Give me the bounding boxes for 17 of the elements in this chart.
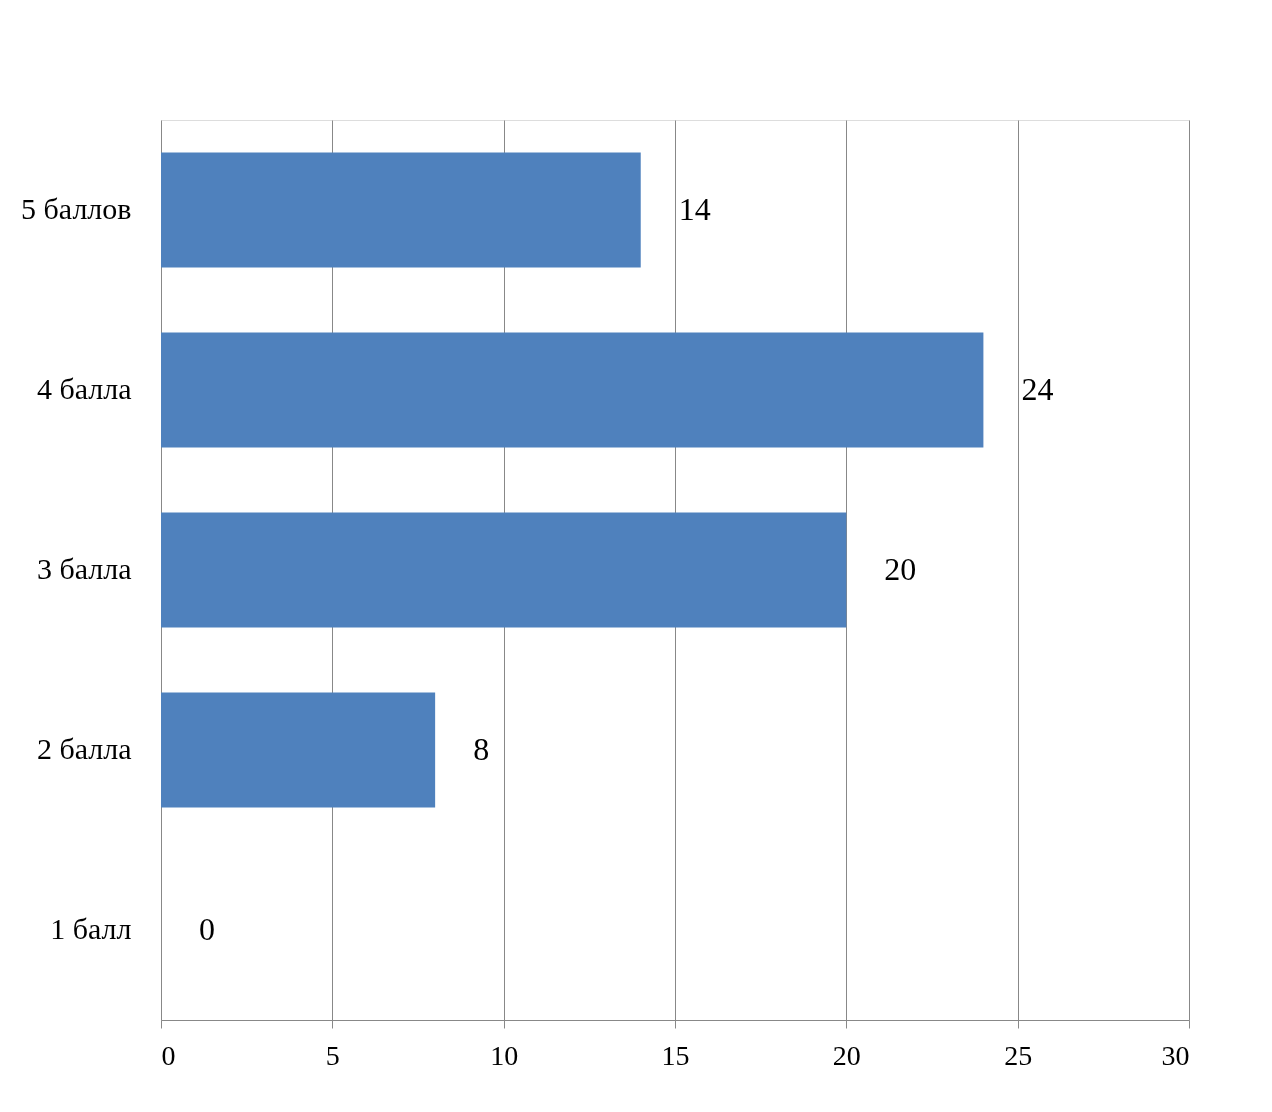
data-label: 0 — [199, 911, 215, 947]
x-tick-label: 15 — [661, 1039, 690, 1071]
x-tick-label: 5 — [325, 1039, 340, 1071]
x-tick-label: 25 — [1004, 1039, 1033, 1071]
data-label: 24 — [1021, 371, 1054, 407]
x-tick-label: 20 — [832, 1039, 861, 1071]
y-tick-label: 2 балла — [36, 732, 132, 765]
y-tick-label: 4 балла — [36, 372, 132, 405]
data-label: 8 — [473, 731, 490, 767]
y-tick-label: 1 балл — [50, 912, 132, 945]
y-tick-label: 5 баллов — [21, 192, 132, 225]
x-tick-label: 30 — [1161, 1039, 1190, 1071]
y-tick-label: 3 балла — [36, 552, 132, 585]
x-tick-label: 10 — [490, 1039, 519, 1071]
x-tick-label: 0 — [161, 1039, 176, 1071]
data-label: 20 — [884, 551, 917, 587]
data-label: 14 — [678, 191, 711, 227]
